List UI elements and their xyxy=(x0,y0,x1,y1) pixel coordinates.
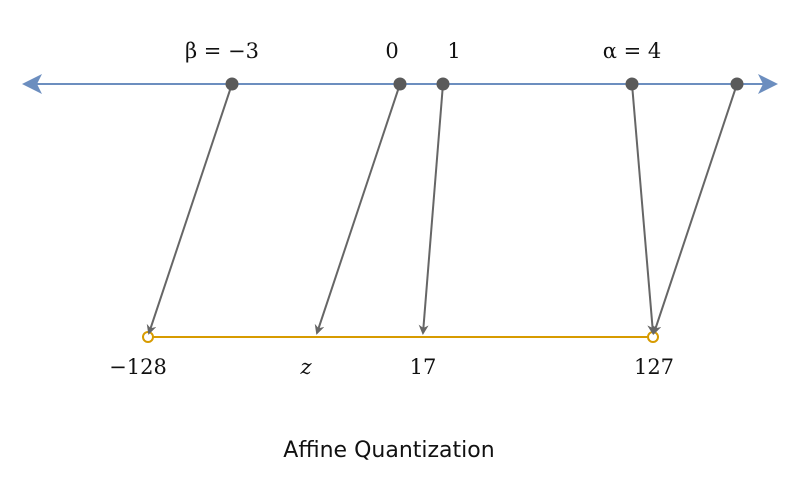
label-one: 1 xyxy=(447,39,460,63)
label-max: 127 xyxy=(634,355,674,379)
quantized-number-line xyxy=(143,332,658,342)
point-zero xyxy=(394,78,407,91)
label-zero: 0 xyxy=(385,39,398,63)
quantized-min-endpoint xyxy=(143,332,153,342)
diagram-title: Affine Quantization xyxy=(283,438,494,463)
arrow-zero-to-z xyxy=(317,84,400,333)
mapping-arrows xyxy=(149,84,737,333)
point-beyond-alpha xyxy=(731,78,744,91)
label-min: −128 xyxy=(109,355,167,379)
point-beta xyxy=(226,78,239,91)
arrow-alpha-to-max xyxy=(632,84,653,333)
quantized-line-labels: −128 z 17 127 xyxy=(109,355,674,379)
label-alpha: α = 4 xyxy=(603,39,662,63)
arrow-one-to-17 xyxy=(423,84,443,333)
point-one xyxy=(437,78,450,91)
quantized-max-endpoint xyxy=(648,332,658,342)
arrow-beta-to-min xyxy=(149,84,232,333)
real-line-labels: β = −3 0 1 α = 4 xyxy=(185,39,661,63)
point-alpha xyxy=(626,78,639,91)
label-beta: β = −3 xyxy=(185,39,259,63)
label-z: z xyxy=(299,355,312,379)
arrow-clipped-to-max xyxy=(654,84,737,333)
label-seventeen: 17 xyxy=(410,355,437,379)
